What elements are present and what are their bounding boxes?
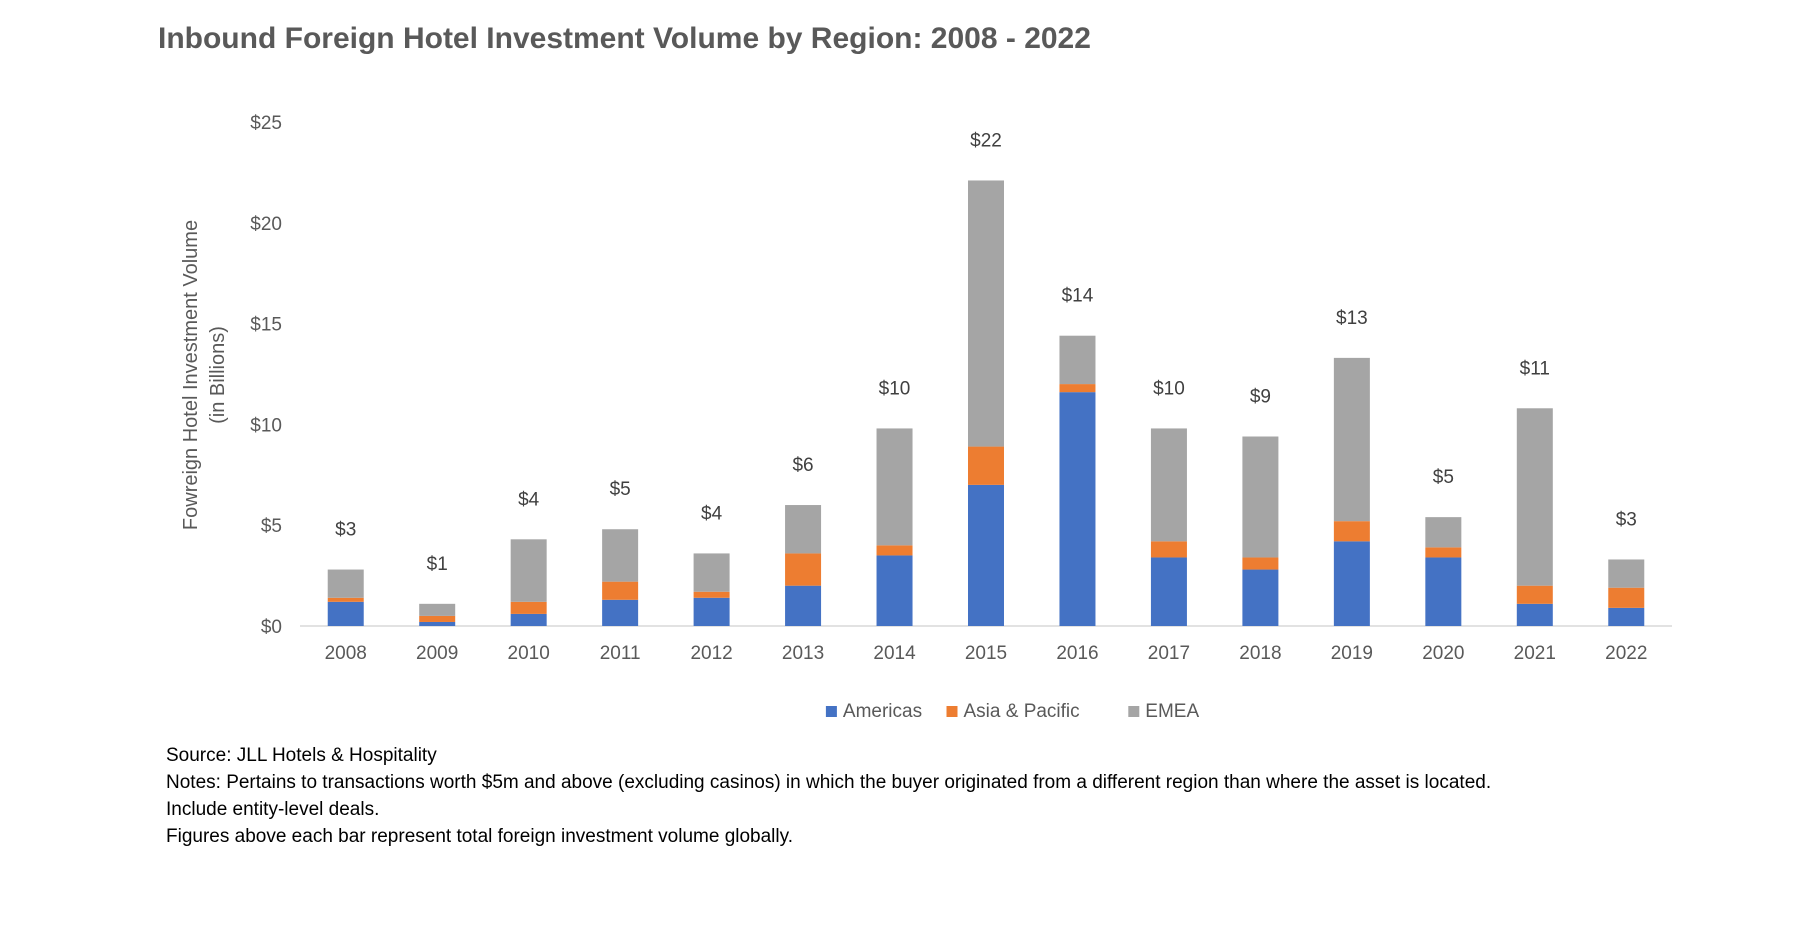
x-tick-label-2013: 2013 [782,643,824,664]
x-tick-label-2018: 2018 [1239,643,1281,664]
bar-segment-americas-2009 [419,621,456,626]
y-axis-label: Fowreign Hotel Investment Volume [180,220,202,530]
x-tick-label-2008: 2008 [325,643,367,664]
total-label-2019: $13 [1336,308,1368,329]
x-tick-label-2009: 2009 [416,643,458,664]
x-tick-label-2019: 2019 [1331,643,1373,664]
bar-segment-asia-pacific-2018 [1242,557,1279,570]
total-label-2010: $4 [518,489,540,510]
bar-segment-emea-2022 [1608,559,1645,588]
total-label-2012: $4 [701,503,723,524]
x-tick-label-2010: 2010 [508,643,550,664]
bar-segment-asia-pacific-2014 [876,545,913,556]
total-label-2018: $9 [1250,386,1271,407]
x-tick-label-2016: 2016 [1056,643,1098,664]
x-tick-label-2021: 2021 [1514,643,1556,664]
bar-segment-americas-2019 [1333,541,1370,626]
bar-segment-americas-2011 [602,599,639,626]
bar-segment-asia-pacific-2015 [968,446,1004,485]
x-tick-label-2011: 2011 [600,643,641,664]
y-tick-label: $20 [250,214,282,235]
chart-notes: Source: JLL Hotels & Hospitality Notes: … [166,742,1491,850]
y-tick-label: $0 [261,617,282,638]
bar-segment-asia-pacific-2022 [1608,587,1645,608]
y-tick-label: $5 [261,516,282,537]
bar-segment-emea-2019 [1333,357,1370,522]
legend-label-1: Asia & Pacific [964,701,1080,722]
total-label-2020: $5 [1433,467,1454,488]
legend-swatch-0 [825,706,837,717]
total-label-2016: $14 [1062,286,1094,307]
bar-segment-asia-pacific-2020 [1425,547,1462,558]
bar-segment-americas-2017 [1150,557,1187,626]
notes-line-3: Figures above each bar represent total f… [166,826,793,847]
notes-line-2: Include entity-level deals. [166,799,380,820]
bar-segment-emea-2016 [1059,335,1096,385]
bar-segment-emea-2018 [1242,436,1279,558]
bar-segment-emea-2017 [1150,428,1187,542]
bar-segment-emea-2009 [419,603,456,616]
chart-title: Inbound Foreign Hotel Investment Volume … [158,22,1091,55]
bar-segment-asia-pacific-2009 [419,615,456,622]
x-tick-label-2015: 2015 [965,643,1007,664]
x-tick-label-2012: 2012 [690,643,732,664]
bar-segment-americas-2008 [327,601,364,626]
bar-segment-asia-pacific-2013 [785,553,822,586]
total-label-2011: $5 [610,479,631,500]
total-label-2014: $10 [879,378,911,399]
bar-segment-americas-2014 [876,555,913,626]
bar-segment-asia-pacific-2008 [327,597,364,602]
total-label-2008: $3 [335,520,356,541]
bar-segment-emea-2013 [785,505,822,554]
y-tick-label: $10 [250,415,282,436]
notes-line-1: Notes: Pertains to transactions worth $5… [166,772,1492,793]
x-tick-label-2020: 2020 [1422,643,1464,664]
y-tick-label: $25 [250,113,282,134]
bar-segment-emea-2020 [1425,517,1462,548]
y-tick-label: $15 [250,315,282,336]
bar-segment-emea-2008 [327,569,364,598]
legend-label-2: EMEA [1145,701,1199,722]
legend-swatch-2 [1128,706,1140,717]
total-label-2021: $11 [1520,358,1550,379]
bar-segment-asia-pacific-2016 [1059,384,1096,393]
bar-segment-americas-2018 [1242,569,1279,626]
bar-segment-americas-2015 [968,484,1004,626]
source-note: Source: JLL Hotels & Hospitality [166,745,437,766]
total-label-2009: $1 [427,554,448,575]
bar-segment-emea-2015 [968,180,1004,447]
bar-segment-americas-2013 [785,585,822,626]
bar-segment-asia-pacific-2017 [1150,541,1187,558]
bar-segment-americas-2012 [693,597,730,626]
bar-segment-emea-2014 [876,428,913,546]
x-tick-label-2014: 2014 [873,643,916,664]
bar-segment-americas-2021 [1516,603,1553,626]
bar-segment-emea-2011 [602,529,639,582]
bar-segment-americas-2016 [1059,392,1096,626]
x-tick-label-2017: 2017 [1148,643,1190,664]
y-axis-label: (in Billions) [207,326,229,424]
total-label-2022: $3 [1616,509,1637,530]
bar-segment-asia-pacific-2019 [1333,521,1370,542]
total-label-2017: $10 [1153,378,1185,399]
legend-swatch-1 [946,706,958,717]
bar-segment-americas-2020 [1425,557,1462,626]
bar-segment-americas-2022 [1608,607,1645,626]
bar-segment-asia-pacific-2012 [693,591,730,598]
bar-segment-asia-pacific-2021 [1516,585,1553,604]
legend-label-0: Americas [843,701,922,722]
bar-segment-emea-2012 [693,553,730,592]
x-tick-label-2022: 2022 [1605,643,1647,664]
bar-segment-asia-pacific-2010 [510,601,547,614]
bar-segment-asia-pacific-2011 [602,581,639,600]
bar-segment-emea-2010 [510,539,547,602]
total-label-2013: $6 [792,455,813,476]
bar-segment-americas-2010 [510,613,547,626]
total-label-2015: $22 [970,130,1002,151]
bar-segment-emea-2021 [1516,408,1553,586]
